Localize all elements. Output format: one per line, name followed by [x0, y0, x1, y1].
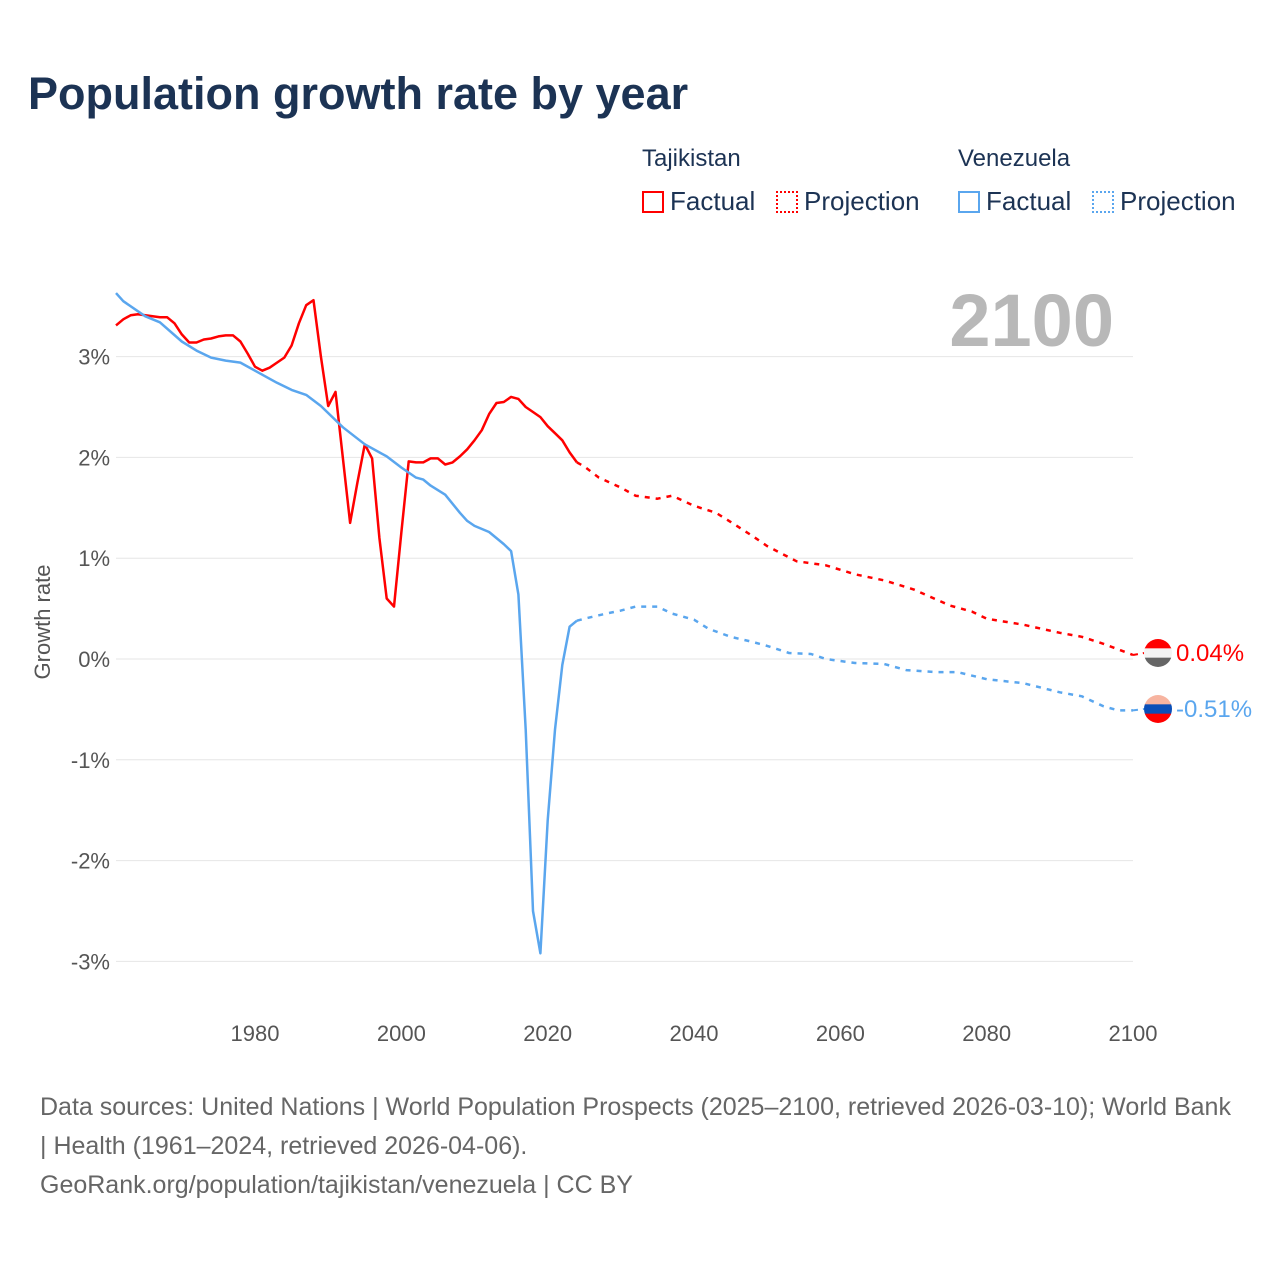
flag-stripe: [1144, 639, 1172, 649]
x-tick-label: 2020: [523, 1021, 572, 1046]
legend-venezuela-factual[interactable]: Factual: [958, 186, 1071, 217]
end-connector: [1132, 652, 1145, 656]
x-tick-label: 2060: [816, 1021, 865, 1046]
legend-tajikistan-projection[interactable]: Projection: [776, 186, 920, 217]
source-link[interactable]: GeoRank.org/population/tajikistan/venezu…: [40, 1171, 633, 1199]
x-tick-label: 2040: [670, 1021, 719, 1046]
legend-label: Factual: [670, 186, 756, 216]
legend-label: Projection: [804, 186, 920, 216]
flag-stripe: [1144, 695, 1172, 705]
y-tick-label: -1%: [71, 748, 110, 773]
flag-stripe: [1144, 657, 1172, 667]
legend-swatch-dotted: [1092, 190, 1114, 213]
y-tick-label: 0%: [78, 647, 110, 672]
series-line-venezuela-projection: [576, 605, 1133, 712]
chart-title: Population growth rate by year: [28, 68, 689, 119]
y-tick-label: -3%: [71, 949, 110, 974]
legend-label: Factual: [986, 186, 1072, 216]
x-tick-label: 2080: [962, 1021, 1011, 1046]
y-axis-label: Growth rate: [30, 565, 55, 680]
legend-venezuela-projection[interactable]: Projection: [1092, 186, 1236, 217]
flag-stripe: [1144, 713, 1172, 723]
legend-tajikistan-factual[interactable]: Factual: [642, 186, 755, 217]
y-tick-label: 3%: [78, 345, 110, 370]
flag-venezuela-icon: [1144, 695, 1172, 723]
x-tick-label: 2100: [1109, 1021, 1158, 1046]
current-year-label: 2100: [949, 279, 1114, 362]
legend-country-venezuela: Venezuela: [958, 145, 1071, 172]
x-tick-label: 1980: [231, 1021, 280, 1046]
end-value-label-tajikistan: 0.04%: [1176, 640, 1244, 667]
data-sources-text: Data sources: United Nations | World Pop…: [40, 1093, 1231, 1160]
footer: Data sources: United Nations | World Pop…: [40, 1088, 1240, 1205]
flag-stripe: [1144, 648, 1172, 659]
legend-swatch-solid: [642, 190, 664, 213]
y-tick-label: -2%: [71, 849, 110, 874]
flag-tajikistan-icon: [1144, 639, 1172, 667]
series-line-venezuela-factual: [115, 292, 578, 955]
legend-swatch-solid: [958, 190, 980, 213]
legend-country-tajikistan: Tajikistan: [642, 145, 741, 172]
flag-stripe: [1144, 704, 1172, 715]
legend-label: Projection: [1120, 186, 1236, 216]
series-line-tajikistan-factual: [115, 298, 578, 608]
end-connector: [1132, 708, 1145, 712]
y-tick-label: 1%: [78, 546, 110, 571]
end-value-label-venezuela: -0.51%: [1176, 696, 1252, 723]
y-tick-label: 2%: [78, 445, 110, 470]
series-line-tajikistan-projection: [576, 461, 1134, 657]
x-tick-label: 2000: [377, 1021, 426, 1046]
legend-swatch-dotted: [776, 190, 798, 213]
